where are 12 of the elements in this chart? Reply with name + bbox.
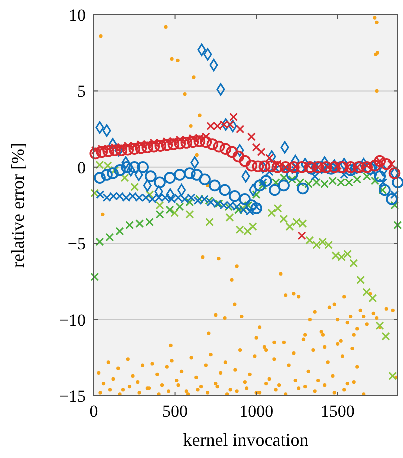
x-tick-label: 500: [162, 402, 188, 421]
x-tick-label: 1000: [240, 402, 274, 421]
x-tick-label: 0: [90, 402, 98, 421]
y-tick-label: −10: [59, 310, 86, 330]
y-tick-label: −5: [68, 234, 86, 254]
y-tick-label: 0: [78, 158, 86, 178]
y-tick-label: 10: [69, 6, 86, 25]
y-tick-label: −15: [59, 386, 86, 406]
x-tick-label: 1500: [320, 402, 355, 421]
y-tick-label: 5: [78, 82, 86, 102]
x-axis-title: kernel invocation: [183, 430, 309, 450]
y-axis-title: relative error [%]: [8, 143, 28, 268]
